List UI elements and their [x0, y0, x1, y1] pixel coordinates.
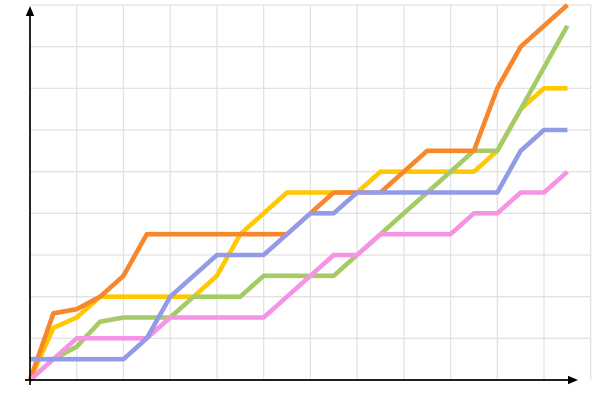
green-series-line: [28, 24, 570, 382]
x-axis-arrow-icon: [568, 375, 578, 385]
y-axis-arrow-icon: [25, 6, 35, 16]
pink-series-line: [28, 169, 569, 382]
blue-series-line: [30, 127, 568, 362]
yellow-series-line: [27, 86, 568, 381]
